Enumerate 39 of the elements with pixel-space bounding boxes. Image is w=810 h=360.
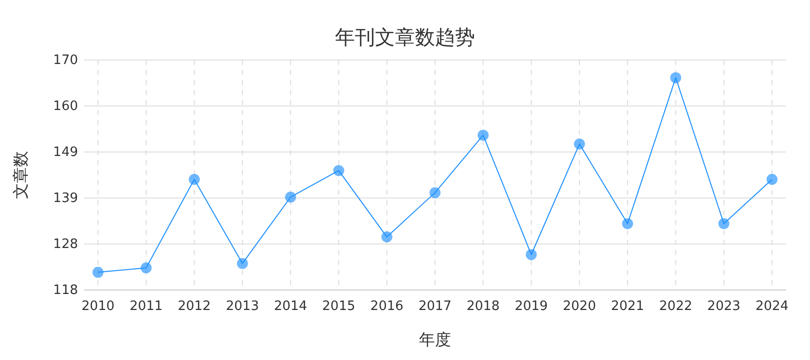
y-tick-label: 118 xyxy=(53,283,78,298)
point xyxy=(478,130,489,141)
x-tick-label: 2022 xyxy=(659,299,692,314)
point xyxy=(670,72,682,84)
x-tick-label: 2023 xyxy=(707,299,740,314)
y-tick-label: 128 xyxy=(53,237,78,252)
point xyxy=(140,262,152,274)
x-tick-label: 2019 xyxy=(514,299,548,314)
x-tick-label: 2024 xyxy=(755,299,789,314)
y-tick-label: 139 xyxy=(53,191,78,206)
x-tick-label: 2018 xyxy=(466,299,500,314)
x-tick-label: 2012 xyxy=(178,299,211,314)
y-tick-label: 160 xyxy=(53,99,78,114)
point xyxy=(766,174,778,185)
y-tick-label: 170 xyxy=(53,53,78,68)
x-tick-label: 2017 xyxy=(418,299,452,314)
point xyxy=(92,266,104,278)
point xyxy=(333,165,344,176)
y-tick-label: 149 xyxy=(53,145,78,160)
point xyxy=(622,218,634,230)
x-tick-label: 2013 xyxy=(226,299,259,314)
point xyxy=(188,174,200,185)
point xyxy=(526,249,537,260)
x-tick-label: 2020 xyxy=(562,299,596,314)
point xyxy=(430,187,440,198)
point xyxy=(381,231,392,242)
x-axis-title: 年度 xyxy=(419,330,451,349)
point xyxy=(236,258,248,269)
point xyxy=(718,218,730,230)
x-tick-label: 2016 xyxy=(370,299,404,314)
point xyxy=(574,138,585,150)
chart-title: 年刊文章数趋势 xyxy=(335,25,475,49)
y-axis-title: 文章数 xyxy=(11,151,30,199)
x-tick-label: 2011 xyxy=(130,299,163,314)
point xyxy=(285,192,296,203)
x-tick-label: 2010 xyxy=(81,299,115,314)
x-tick-label: 2014 xyxy=(274,299,308,314)
x-tick-label: 2015 xyxy=(322,299,356,314)
x-tick-label: 2021 xyxy=(611,299,644,314)
